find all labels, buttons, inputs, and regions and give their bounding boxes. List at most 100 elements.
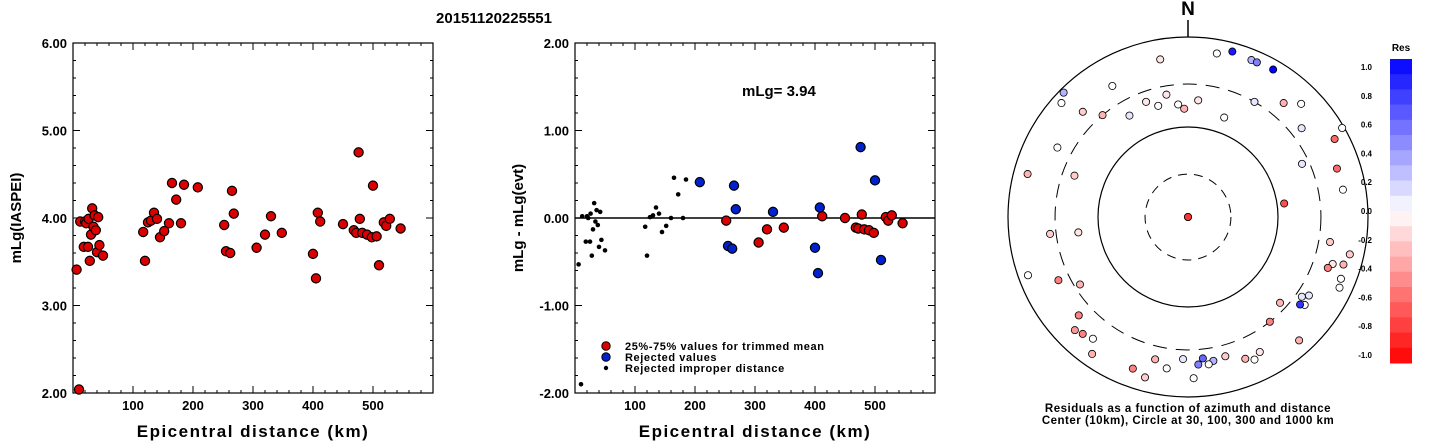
station-residual-point [1295, 336, 1304, 345]
station-residual-point [1325, 238, 1334, 247]
station-residual-point [1332, 164, 1341, 173]
station-residual-point [1221, 352, 1230, 361]
rejected-distance-point [583, 239, 589, 244]
station-residual-point [1265, 317, 1274, 326]
data-point [94, 239, 105, 251]
colorbar-segment [1390, 347, 1412, 364]
data-point [139, 255, 151, 267]
station-residual-point [1057, 99, 1066, 108]
rejected-distance-point [579, 213, 585, 219]
station-residual-point [1228, 47, 1237, 56]
station-residual-point [1078, 329, 1087, 338]
rejected-value-point [694, 176, 706, 188]
legend-label: 25%-75% values for trimmed mean [625, 341, 825, 353]
colorbar-segment [1390, 241, 1412, 258]
rejected-value-point [809, 242, 821, 253]
station-residual-point [1088, 349, 1097, 358]
colorbar-tick-label: 0.2 [1361, 178, 1373, 187]
x-tick-label: 400 [804, 398, 826, 413]
legend-marker [603, 365, 609, 371]
station-residual-point [1198, 354, 1207, 363]
legend-marker [601, 341, 611, 351]
rejected-distance-point [675, 192, 681, 197]
colorbar-tick-label: -0.8 [1358, 322, 1372, 331]
colorbar-segment [1390, 89, 1412, 106]
trimmed-mean-point [817, 211, 828, 222]
station-residual-point [1125, 111, 1134, 120]
ring-100km [1097, 126, 1279, 308]
north-label: N [1181, 0, 1195, 20]
x-tick-label: 500 [362, 398, 384, 413]
colorbar-segment [1390, 271, 1412, 288]
rejected-value-point [767, 206, 779, 218]
data-point [151, 213, 163, 225]
rejected-value-point [855, 141, 866, 153]
rejected-value-point [727, 243, 738, 254]
rejected-distance-point [576, 262, 581, 267]
station-residual-point [1023, 271, 1032, 280]
y-tick-label: 0.00 [544, 211, 569, 226]
station-residual-point [1204, 360, 1213, 369]
y-axis-label: mLg(IASPEI) [8, 173, 25, 264]
residual-colorbar: Res 1.0 0.8 0.6 0.4 0.2 0.0 -0.2 -0.4 -0.6 -0.8 -1.… [1358, 43, 1412, 364]
station-residual-point [1212, 49, 1221, 58]
colorbar-segment [1390, 256, 1412, 273]
data-point [353, 147, 364, 158]
data-point [166, 177, 178, 189]
station-residual-point [1174, 100, 1183, 109]
colorbar-tick-label: 0.0 [1361, 207, 1373, 216]
data-point [354, 213, 365, 225]
station-residual-point [1250, 355, 1259, 364]
trimmed-mean-point [868, 227, 880, 239]
station-residual-point [1255, 348, 1264, 357]
station-residual-point [1296, 300, 1305, 309]
station-residual-point [1154, 101, 1163, 110]
station-residual-point [1297, 124, 1306, 133]
data-point [228, 208, 239, 219]
x-tick-label: 300 [744, 398, 766, 413]
data-point [137, 226, 149, 238]
station-residual-point [1184, 212, 1193, 221]
y-axis-label: mLg - mLg(evt) [510, 164, 527, 272]
rejected-distance-point [587, 239, 593, 244]
colorbar-segment [1390, 195, 1412, 212]
trimmed-mean-point [839, 212, 851, 224]
colorbar-tick-label: -1.0 [1358, 351, 1372, 360]
colorbar-segment [1390, 332, 1412, 349]
rejected-distance-point [597, 209, 603, 215]
station-residual-point [1297, 292, 1306, 301]
legend-marker [601, 352, 611, 362]
colorbar-segment [1390, 211, 1412, 227]
station-residual-point [1074, 228, 1083, 237]
rejected-value-point [812, 267, 824, 279]
rejected-distance-point [683, 177, 689, 182]
rejected-distance-point [594, 207, 599, 213]
data-point [226, 185, 238, 197]
x-tick-label: 100 [624, 398, 646, 413]
station-residual-point [1335, 283, 1344, 292]
data-point [251, 242, 262, 253]
rejected-distance-point [585, 215, 591, 221]
rejected-distance-point [650, 213, 656, 218]
station-residual-point [1046, 229, 1055, 238]
station-residual-point [1339, 260, 1348, 269]
rejected-distance-point [663, 223, 669, 229]
trimmed-mean-point [897, 218, 908, 229]
station-residual-point [1179, 355, 1188, 364]
station-residual-point [1059, 88, 1068, 97]
colorbar-segment [1390, 226, 1412, 242]
data-point [265, 211, 277, 222]
y-tick-label: 2.00 [42, 386, 67, 401]
station-residual-point [1330, 135, 1339, 144]
colorbar-tick-label: 0.6 [1361, 121, 1373, 130]
station-residual-point [1162, 90, 1171, 99]
colorbar-tick-label: -0.4 [1358, 265, 1372, 274]
station-residual-point [1338, 124, 1347, 133]
x-tick-label: 300 [242, 398, 264, 413]
rejected-distance-point [589, 253, 595, 258]
data-point [310, 273, 322, 284]
rejected-value-point [875, 254, 887, 266]
station-residual-point [1194, 96, 1203, 105]
legend-label: Rejected values [625, 352, 717, 364]
station-residual-point [1250, 97, 1259, 106]
